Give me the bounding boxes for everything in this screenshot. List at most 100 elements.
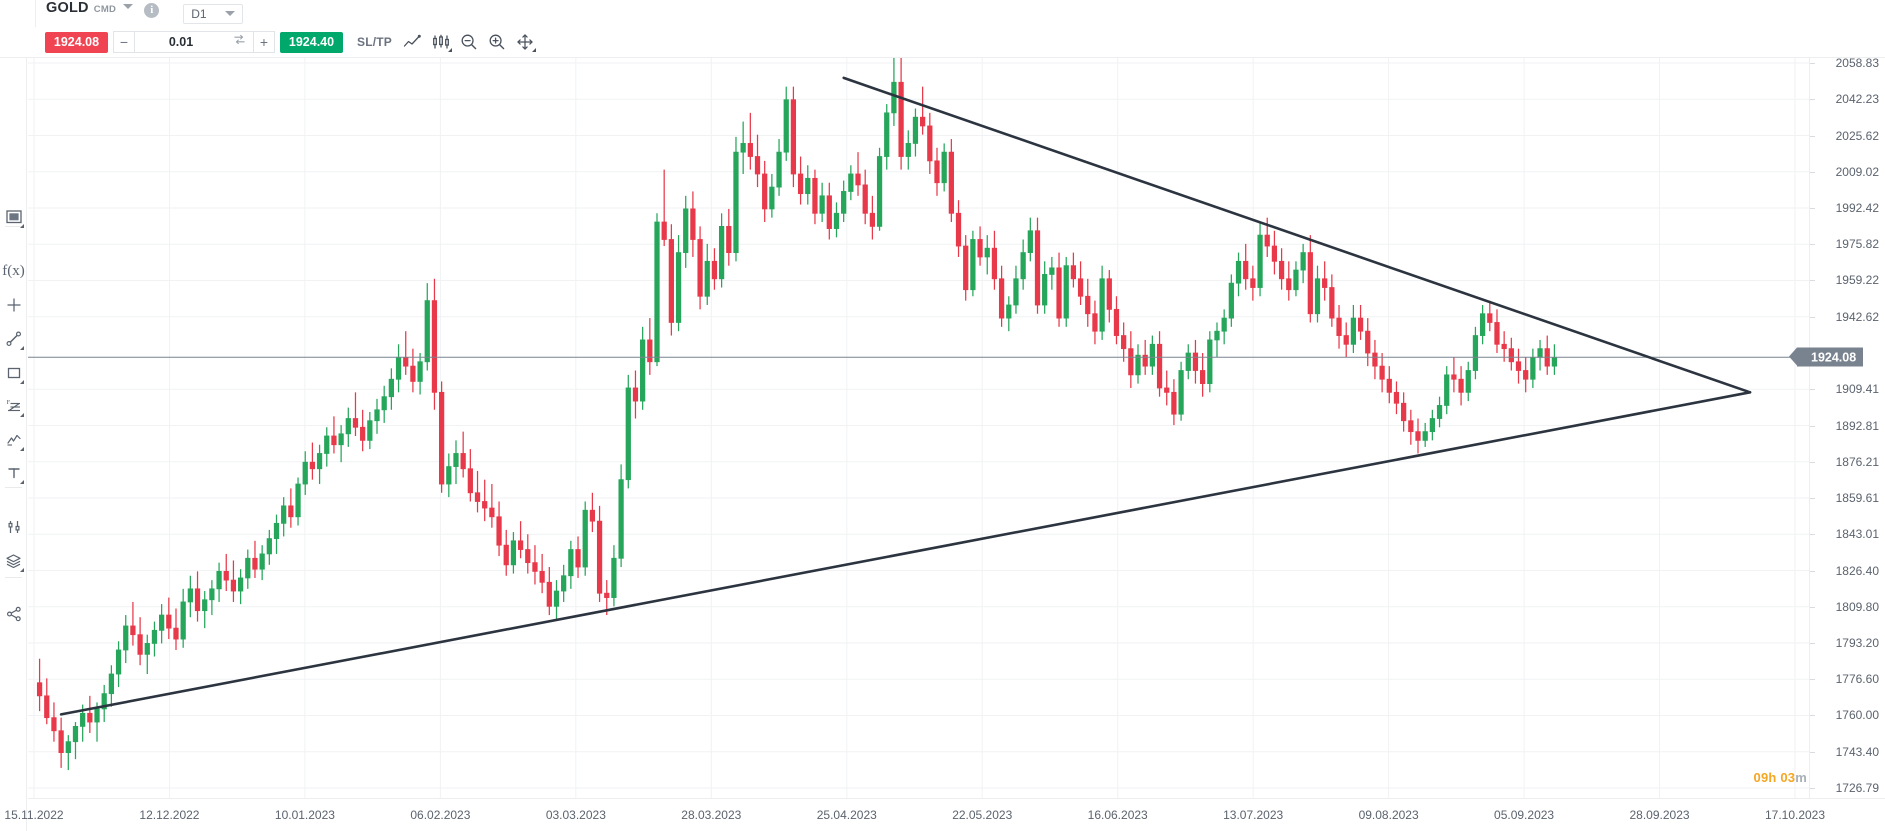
sidebar-item-share[interactable] — [0, 599, 27, 629]
candle-body — [1027, 230, 1033, 253]
candle-body — [1106, 278, 1112, 310]
candle-body — [955, 212, 962, 247]
candle-body — [94, 708, 100, 723]
candle-body — [797, 173, 804, 195]
candle-body — [675, 252, 682, 323]
candle-body — [697, 239, 703, 297]
symbol-selector[interactable]: GOLD CMD i — [36, 0, 167, 27]
candle-body — [826, 195, 832, 229]
price-axis-tick — [1810, 280, 1815, 282]
volume-input[interactable]: 0.01 — [135, 31, 253, 53]
chart-plot-area[interactable] — [28, 58, 1809, 798]
candle-body — [431, 300, 438, 393]
sidebar-item-crosshair[interactable] — [0, 290, 27, 320]
candle-body — [941, 151, 947, 184]
info-icon[interactable]: i — [144, 2, 160, 18]
candle-body — [1235, 260, 1242, 284]
price-axis[interactable]: 2058.83 2042.23 2025.62 2009.02 1992.42 1975.… — [1788, 56, 1885, 798]
candle-body — [568, 549, 574, 577]
candle-body — [661, 221, 667, 240]
zoom-out-icon[interactable] — [456, 30, 482, 54]
candle-body — [80, 712, 86, 727]
candle-body — [1494, 322, 1500, 345]
chart-header: GOLD CMD i D1 1924.08 − 0.01 — [0, 0, 1885, 58]
sidebar-item-layers[interactable] — [0, 546, 27, 576]
sidebar-item-fibonacci[interactable]: F — [0, 391, 27, 421]
price-axis-label: 1793.20 — [1835, 635, 1879, 650]
price-axis-label: 1743.40 — [1835, 744, 1879, 759]
price-axis-label: 2042.23 — [1835, 92, 1879, 107]
current-price-label[interactable]: 1924.08 — [1788, 347, 1864, 367]
candle-body — [790, 99, 797, 175]
candle-body — [460, 453, 466, 470]
layers-icon — [6, 553, 21, 568]
sidebar-item-text[interactable] — [0, 458, 27, 488]
sell-price-button[interactable]: 1924.08 — [45, 31, 108, 53]
candle-body — [36, 682, 43, 697]
candle-body — [1479, 313, 1486, 336]
crosshair-plus-icon — [7, 298, 20, 312]
zoom-in-icon[interactable] — [484, 30, 510, 54]
sidebar-item-elliott-wave[interactable] — [0, 425, 27, 455]
candle-body — [1049, 267, 1055, 275]
candle-body — [1458, 378, 1464, 393]
candle-body — [1156, 343, 1163, 389]
line-chart-icon[interactable] — [400, 30, 426, 54]
candle-body — [123, 625, 129, 651]
candle-body — [374, 409, 380, 422]
candle-body — [1551, 356, 1558, 367]
chevron-down-icon[interactable] — [123, 4, 134, 9]
candle-body — [424, 300, 430, 363]
price-axis-tick — [1810, 63, 1815, 64]
price-axis-label: 1959.22 — [1835, 273, 1879, 288]
pan-move-icon[interactable] — [512, 30, 538, 54]
swap-arrows-icon[interactable] — [233, 33, 246, 51]
candle-body — [417, 361, 423, 382]
chevron-down-icon[interactable] — [224, 11, 235, 16]
candle-body — [1350, 317, 1357, 345]
candle-body — [438, 391, 445, 485]
candle-body — [740, 143, 746, 153]
price-axis-label: 1843.01 — [1835, 527, 1879, 542]
candle-body — [1322, 278, 1328, 288]
elliott-wave-icon — [6, 434, 21, 446]
candle-body — [862, 184, 868, 214]
candle-body — [360, 426, 366, 441]
candle-body — [1415, 431, 1421, 441]
time-axis[interactable]: 15.11.2022 12.12.2022 10.01.2023 06.02.2023… — [4, 798, 1885, 831]
price-axis-label: 1909.41 — [1835, 382, 1879, 397]
candle-body — [381, 396, 387, 411]
price-axis-label: 1892.81 — [1835, 418, 1879, 433]
timeframe-selector[interactable]: D1 — [183, 3, 243, 24]
buy-price-button[interactable]: 1924.40 — [280, 31, 343, 53]
candle-body — [1149, 343, 1156, 367]
candle-body — [108, 673, 115, 695]
candle-body — [833, 212, 840, 229]
bar-countdown-timer: 09h 03m — [1754, 770, 1807, 785]
sidebar-item-candle-settings[interactable] — [0, 512, 27, 542]
candle-body — [1365, 330, 1371, 354]
sidebar-item-rectangle[interactable] — [0, 358, 27, 388]
candlestick-chart-icon[interactable] — [428, 30, 454, 54]
sidebar-item-chart-type[interactable] — [0, 202, 27, 232]
candle-body — [302, 461, 308, 485]
submenu-indicator-icon — [448, 48, 453, 52]
volume-increase-button[interactable]: + — [253, 31, 275, 53]
drawing-tools-sidebar: f(x) F — [0, 58, 27, 831]
volume-decrease-button[interactable]: − — [113, 31, 135, 53]
candle-body — [1221, 317, 1227, 332]
header-left-gap — [0, 0, 35, 27]
trendline-icon — [6, 331, 21, 347]
candle-body — [403, 356, 409, 367]
candle-body — [1386, 378, 1392, 393]
time-axis-label: 12.12.2022 — [139, 808, 200, 822]
sidebar-item-indicators[interactable]: f(x) — [0, 256, 27, 286]
sidebar-item-trendline[interactable] — [0, 324, 27, 354]
candle-body — [467, 468, 473, 494]
price-axis-label: 2058.83 — [1835, 56, 1879, 70]
candle-body — [1379, 365, 1385, 380]
candle-body — [539, 570, 545, 583]
fibonacci-icon: F — [6, 399, 20, 412]
candle-body — [1537, 348, 1543, 358]
sltp-button[interactable]: SL/TP — [357, 35, 393, 49]
